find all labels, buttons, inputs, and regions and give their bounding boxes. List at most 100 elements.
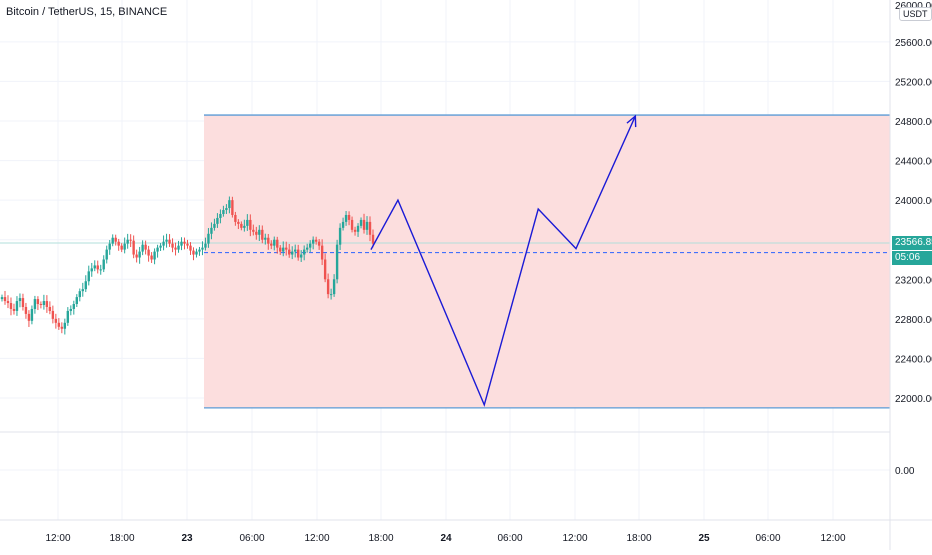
candle-body bbox=[60, 326, 64, 329]
price-label: 22800.00 bbox=[895, 315, 932, 326]
projection-path bbox=[370, 115, 636, 408]
candle-body bbox=[210, 227, 213, 234]
candle-body bbox=[207, 233, 210, 244]
candle-body bbox=[311, 239, 315, 244]
chart-title: Bitcoin / TetherUS, 15, BINANCE bbox=[6, 6, 168, 18]
candle-body bbox=[338, 227, 342, 245]
candle-body bbox=[294, 249, 297, 252]
time-label: 25 bbox=[698, 533, 710, 544]
candle-body bbox=[168, 239, 171, 244]
price-label: 25600.00 bbox=[895, 38, 932, 49]
candle-body bbox=[114, 237, 117, 242]
candle-body bbox=[87, 271, 90, 282]
candle-body bbox=[237, 221, 240, 224]
time-label: 12:00 bbox=[304, 533, 329, 544]
candle-body bbox=[180, 241, 183, 246]
time-label: 06:00 bbox=[497, 533, 522, 544]
candle-body bbox=[249, 219, 252, 230]
candle-body bbox=[144, 244, 147, 250]
candle-body bbox=[240, 223, 243, 228]
candle-body bbox=[353, 229, 357, 232]
candle-body bbox=[165, 239, 168, 242]
candle-body bbox=[24, 306, 28, 314]
candle-body bbox=[96, 265, 99, 270]
candle-body bbox=[63, 322, 67, 329]
candle-body bbox=[150, 255, 153, 260]
candle-body bbox=[356, 225, 360, 232]
candle-body bbox=[156, 247, 159, 252]
price-label: 22400.00 bbox=[895, 354, 932, 365]
candle-body bbox=[264, 237, 267, 240]
candle-body bbox=[314, 239, 318, 242]
candle-body bbox=[261, 229, 264, 240]
candle-body bbox=[138, 251, 141, 258]
candle-body bbox=[84, 281, 87, 290]
time-label: 12:00 bbox=[45, 533, 70, 544]
time-label: 12:00 bbox=[820, 533, 845, 544]
candle-body bbox=[365, 221, 369, 230]
candle-body bbox=[362, 219, 366, 230]
candle-body bbox=[231, 200, 234, 215]
candle-body bbox=[177, 245, 180, 250]
candle-body bbox=[195, 251, 198, 255]
candle-body bbox=[216, 217, 219, 224]
currency-selector[interactable]: USDT bbox=[899, 7, 932, 21]
price-label: 24800.00 bbox=[895, 117, 932, 128]
candle-body bbox=[3, 297, 7, 302]
candle-body bbox=[302, 249, 306, 255]
candle-body bbox=[66, 310, 70, 323]
candle-body bbox=[90, 268, 93, 272]
candle-body bbox=[329, 294, 333, 296]
candle-body bbox=[201, 247, 204, 250]
candle-body bbox=[347, 214, 351, 220]
candle-body bbox=[48, 306, 52, 311]
candle-body bbox=[33, 299, 37, 309]
price-label: 22000.00 bbox=[895, 394, 932, 405]
candle-body bbox=[213, 223, 216, 228]
price-label: 0.00 bbox=[895, 466, 915, 477]
time-label: 12:00 bbox=[562, 533, 587, 544]
candle-body bbox=[78, 291, 81, 298]
candle-body bbox=[255, 231, 258, 235]
candle-body bbox=[36, 299, 40, 305]
candle-body bbox=[102, 259, 105, 270]
candle-body bbox=[225, 208, 228, 211]
candle-body bbox=[117, 241, 120, 246]
candle-body bbox=[305, 247, 309, 250]
candle-body bbox=[189, 245, 192, 251]
time-label: 06:00 bbox=[755, 533, 780, 544]
candle-body bbox=[270, 243, 273, 246]
candle-body bbox=[42, 301, 46, 306]
candle-body bbox=[234, 214, 237, 222]
time-label: 18:00 bbox=[368, 533, 393, 544]
projection-arrowhead bbox=[626, 114, 637, 128]
time-label: 18:00 bbox=[626, 533, 651, 544]
candle-body bbox=[350, 219, 354, 230]
candle-body bbox=[99, 269, 102, 271]
candle-body bbox=[297, 249, 300, 258]
candle-body bbox=[192, 250, 195, 255]
price-label: 23200.00 bbox=[895, 275, 932, 286]
candle-body bbox=[171, 243, 174, 248]
candle-body bbox=[18, 298, 22, 302]
candle-body bbox=[291, 251, 294, 255]
price-label: 24400.00 bbox=[895, 157, 932, 168]
candle-body bbox=[276, 239, 279, 248]
candle-body bbox=[129, 239, 132, 241]
candle-body bbox=[39, 304, 43, 306]
countdown-label: 05:06 bbox=[892, 250, 932, 265]
candle-body bbox=[120, 245, 123, 250]
candle-body bbox=[9, 303, 13, 309]
candle-body bbox=[123, 243, 126, 250]
time-label: 24 bbox=[440, 533, 452, 544]
time-label: 06:00 bbox=[239, 533, 264, 544]
candle-body bbox=[108, 243, 111, 250]
candle-body bbox=[135, 254, 138, 258]
candle-body bbox=[267, 237, 270, 244]
candle-body bbox=[198, 249, 201, 252]
candle-body bbox=[299, 254, 303, 258]
candle-body bbox=[12, 308, 16, 311]
candle-body bbox=[273, 239, 276, 246]
